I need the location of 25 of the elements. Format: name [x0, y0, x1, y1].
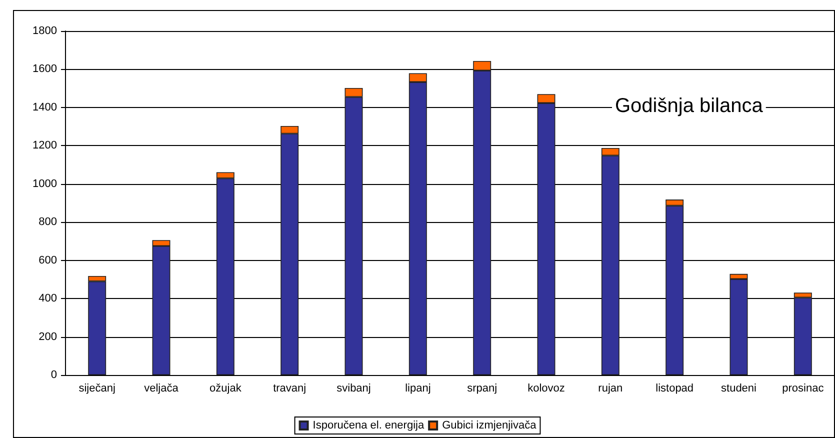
- x-tick-label: siječanj: [78, 382, 116, 394]
- y-tick-label: 1600: [32, 63, 57, 76]
- y-tick-label: 200: [38, 330, 57, 343]
- x-tick-label: travanj: [273, 382, 306, 394]
- legend-label: Gubici izmjenjivača: [442, 420, 538, 432]
- y-tick-label: 1200: [32, 140, 57, 152]
- x-tick-label: ožujak: [210, 382, 242, 394]
- x-tick-label: veljača: [144, 382, 180, 394]
- x-tick-label: studeni: [721, 382, 756, 394]
- legend-label: Isporučena el. energija: [312, 420, 425, 432]
- x-tick-label: svibanj: [336, 382, 371, 394]
- y-tick-label: 600: [38, 254, 57, 266]
- y-tick-label: 0: [50, 369, 57, 381]
- y-tick-label: 400: [38, 292, 57, 305]
- x-tick-label: kolovoz: [528, 382, 565, 394]
- y-tick-label: 800: [38, 216, 57, 228]
- x-tick-label: prosinac: [782, 382, 824, 394]
- x-tick-label: srpanj: [467, 382, 498, 394]
- x-tick-label: listopad: [656, 382, 694, 394]
- y-tick-label: 1400: [32, 101, 57, 114]
- x-tick-label: lipanj: [405, 382, 431, 394]
- y-tick-label: 1800: [32, 25, 57, 37]
- x-tick-label: rujan: [598, 382, 623, 394]
- y-tick-label: 1000: [32, 178, 57, 190]
- text: Godišnja bilanca: [615, 95, 764, 117]
